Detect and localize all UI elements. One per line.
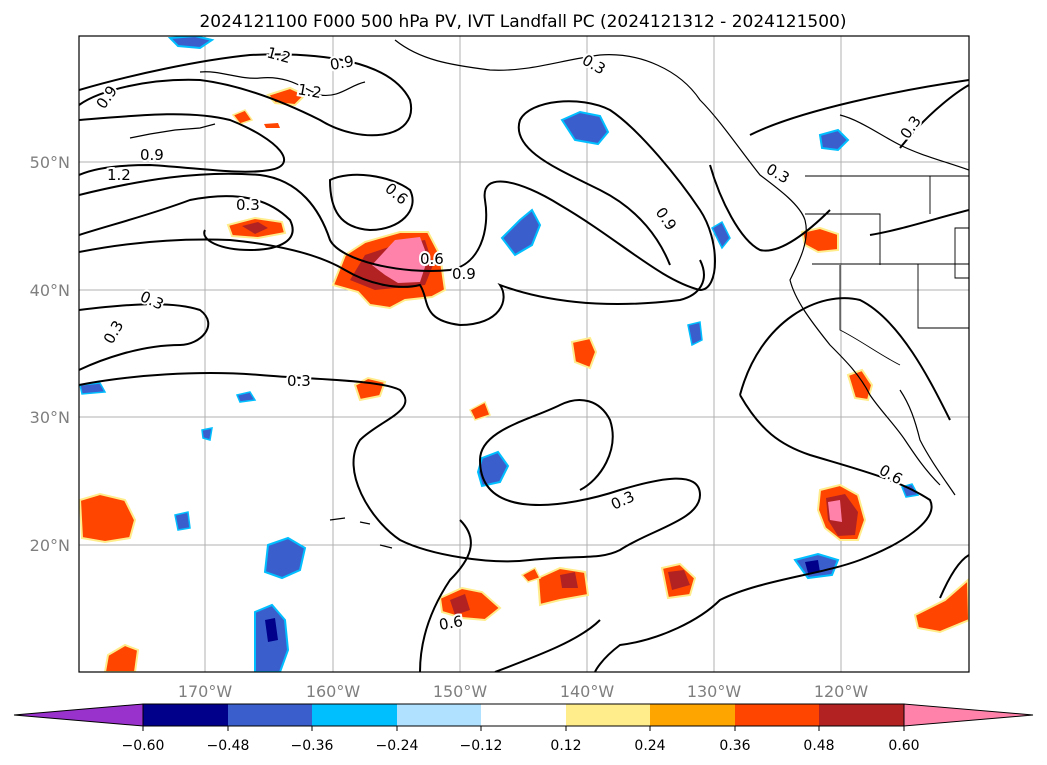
- map-area: 1.2 0.9 1.2 0.9 0.3 0.9 0.3 1.2 0.3 0.6 …: [79, 36, 969, 672]
- lon-tick-label: 140°W: [560, 682, 615, 701]
- lon-tick-label: 120°W: [814, 682, 869, 701]
- colorbar-tick-label: −0.24: [376, 738, 419, 754]
- colorbar-segment: [735, 704, 819, 726]
- coastlines: [129, 39, 969, 549]
- lat-tick-label: 40°N: [30, 281, 70, 300]
- blob-west-20: [79, 492, 137, 544]
- colorbar-tick-label: 0.60: [888, 738, 919, 754]
- lon-tick-label: 150°W: [433, 682, 488, 701]
- gridlines: [79, 36, 969, 672]
- lon-tick-labels: 170°W 160°W 150°W 140°W 130°W 120°W: [178, 682, 869, 701]
- map-title: 2024121100 F000 500 hPa PV, IVT Landfall…: [199, 12, 846, 32]
- contour-label: 0.3: [236, 196, 260, 214]
- colorbar-extend-high: [903, 703, 1034, 727]
- lon-tick-label: 160°W: [306, 682, 361, 701]
- colorbar-tick-label: 0.24: [634, 738, 665, 754]
- contour-label: 0.9: [452, 265, 476, 283]
- colorbar-segment: [312, 704, 397, 726]
- pv-fill-positive: [79, 86, 969, 672]
- colorbar: −0.60 −0.48 −0.36 −0.24 −0.12 0.12 0.24 …: [13, 703, 1034, 754]
- colorbar-tick-label: −0.48: [207, 738, 250, 754]
- lon-tick-label: 130°W: [687, 682, 742, 701]
- pv-contours: [79, 53, 969, 672]
- colorbar-segment: [228, 704, 312, 726]
- colorbar-tick-label: 0.48: [803, 738, 834, 754]
- colorbar-segment: [650, 704, 735, 726]
- lon-tick-label: 170°W: [178, 682, 233, 701]
- contour-label: 0.3: [287, 372, 311, 390]
- colorbar-segment: [143, 704, 228, 726]
- lat-tick-label: 50°N: [30, 153, 70, 172]
- pv-fill-negative: [79, 36, 920, 672]
- lat-tick-labels: 50°N 40°N 30°N 20°N: [30, 153, 70, 555]
- map-frame: [78, 35, 970, 673]
- contour-label: 0.6: [420, 250, 444, 268]
- colorbar-tick-label: −0.12: [460, 738, 503, 754]
- colorbar-tick-label: −0.36: [291, 738, 334, 754]
- colorbar-tick-label: 0.36: [719, 738, 750, 754]
- colorbar-extend-low: [13, 703, 144, 727]
- colorbar-tick-label: 0.12: [550, 738, 581, 754]
- lat-tick-label: 20°N: [30, 536, 70, 555]
- contour-label: 0.9: [140, 146, 164, 164]
- colorbar-tick-label: −0.60: [122, 738, 165, 754]
- colorbar-segment: [397, 704, 481, 726]
- borders: [805, 175, 969, 366]
- contour-label: 1.2: [107, 166, 131, 184]
- colorbar-segment: [819, 704, 904, 726]
- colorbar-segment: [566, 704, 650, 726]
- colorbar-segment: [481, 704, 566, 726]
- lat-tick-label: 30°N: [30, 408, 70, 427]
